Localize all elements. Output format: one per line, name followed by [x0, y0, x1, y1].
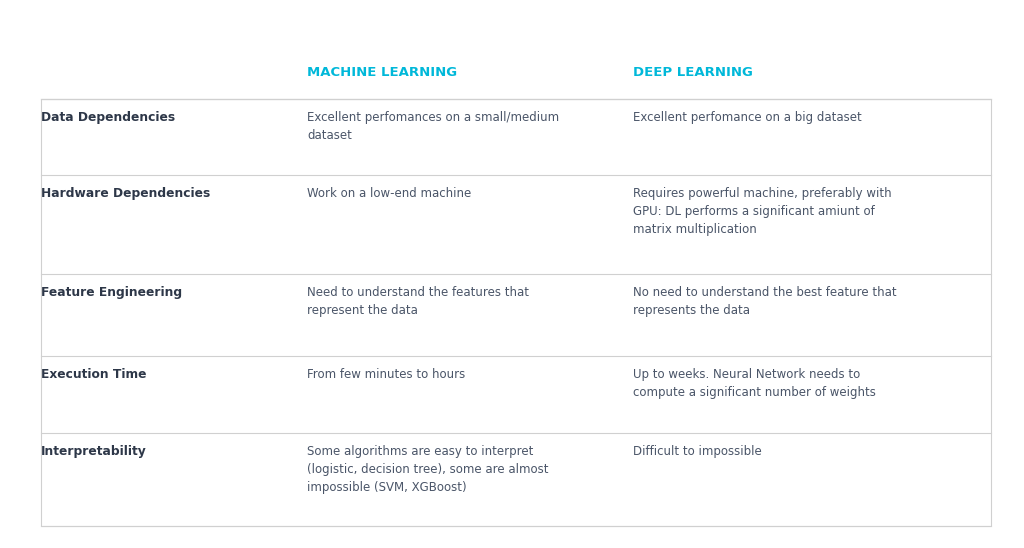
- Bar: [41, 99, 991, 526]
- Text: Work on a low-end machine: Work on a low-end machine: [307, 187, 471, 201]
- Text: Excellent perfomances on a small/medium
dataset: Excellent perfomances on a small/medium …: [307, 111, 559, 142]
- Text: Data Dependencies: Data Dependencies: [41, 111, 175, 124]
- Text: Hardware Dependencies: Hardware Dependencies: [41, 187, 210, 201]
- Text: MACHINE LEARNING: MACHINE LEARNING: [307, 66, 458, 79]
- Text: DEEP LEARNING: DEEP LEARNING: [633, 66, 753, 79]
- Text: Execution Time: Execution Time: [41, 368, 146, 381]
- Text: Difficult to impossible: Difficult to impossible: [633, 445, 762, 458]
- Text: No need to understand the best feature that
represents the data: No need to understand the best feature t…: [633, 286, 896, 317]
- Text: Up to weeks. Neural Network needs to
compute a significant number of weights: Up to weeks. Neural Network needs to com…: [633, 368, 876, 399]
- Text: Need to understand the features that
represent the data: Need to understand the features that rep…: [307, 286, 529, 317]
- Text: From few minutes to hours: From few minutes to hours: [307, 368, 466, 381]
- Text: Interpretability: Interpretability: [41, 445, 146, 458]
- Text: Some algorithms are easy to interpret
(logistic, decision tree), some are almost: Some algorithms are easy to interpret (l…: [307, 445, 549, 494]
- Text: Feature Engineering: Feature Engineering: [41, 286, 182, 299]
- Text: Excellent perfomance on a big dataset: Excellent perfomance on a big dataset: [633, 111, 861, 124]
- Text: Requires powerful machine, preferably with
GPU: DL performs a significant amiunt: Requires powerful machine, preferably wi…: [633, 187, 892, 236]
